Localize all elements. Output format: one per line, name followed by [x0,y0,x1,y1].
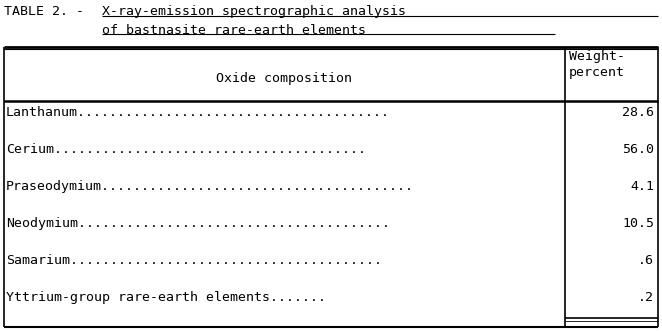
Text: of bastnasite rare-earth elements: of bastnasite rare-earth elements [102,24,366,37]
Text: .2: .2 [638,291,654,304]
Text: X-ray-emission spectrographic analysis: X-ray-emission spectrographic analysis [102,5,406,18]
Text: 4.1: 4.1 [630,180,654,193]
Text: Oxide composition: Oxide composition [216,72,352,85]
Text: Weight-: Weight- [569,50,625,63]
Text: Samarium.......................................: Samarium................................… [6,254,382,267]
Text: 56.0: 56.0 [622,143,654,156]
Text: percent: percent [569,66,625,79]
Text: Yttrium-group rare-earth elements.......: Yttrium-group rare-earth elements....... [6,291,326,304]
Text: Neodymium.......................................: Neodymium...............................… [6,217,390,230]
Text: Cerium.......................................: Cerium..................................… [6,143,366,156]
Text: Praseodymium.......................................: Praseodymium............................… [6,180,414,193]
Text: Lanthanum.......................................: Lanthanum...............................… [6,106,390,119]
Text: 28.6: 28.6 [622,106,654,119]
Text: 10.5: 10.5 [622,217,654,230]
Text: TABLE 2. -: TABLE 2. - [4,5,92,18]
Text: .6: .6 [638,254,654,267]
